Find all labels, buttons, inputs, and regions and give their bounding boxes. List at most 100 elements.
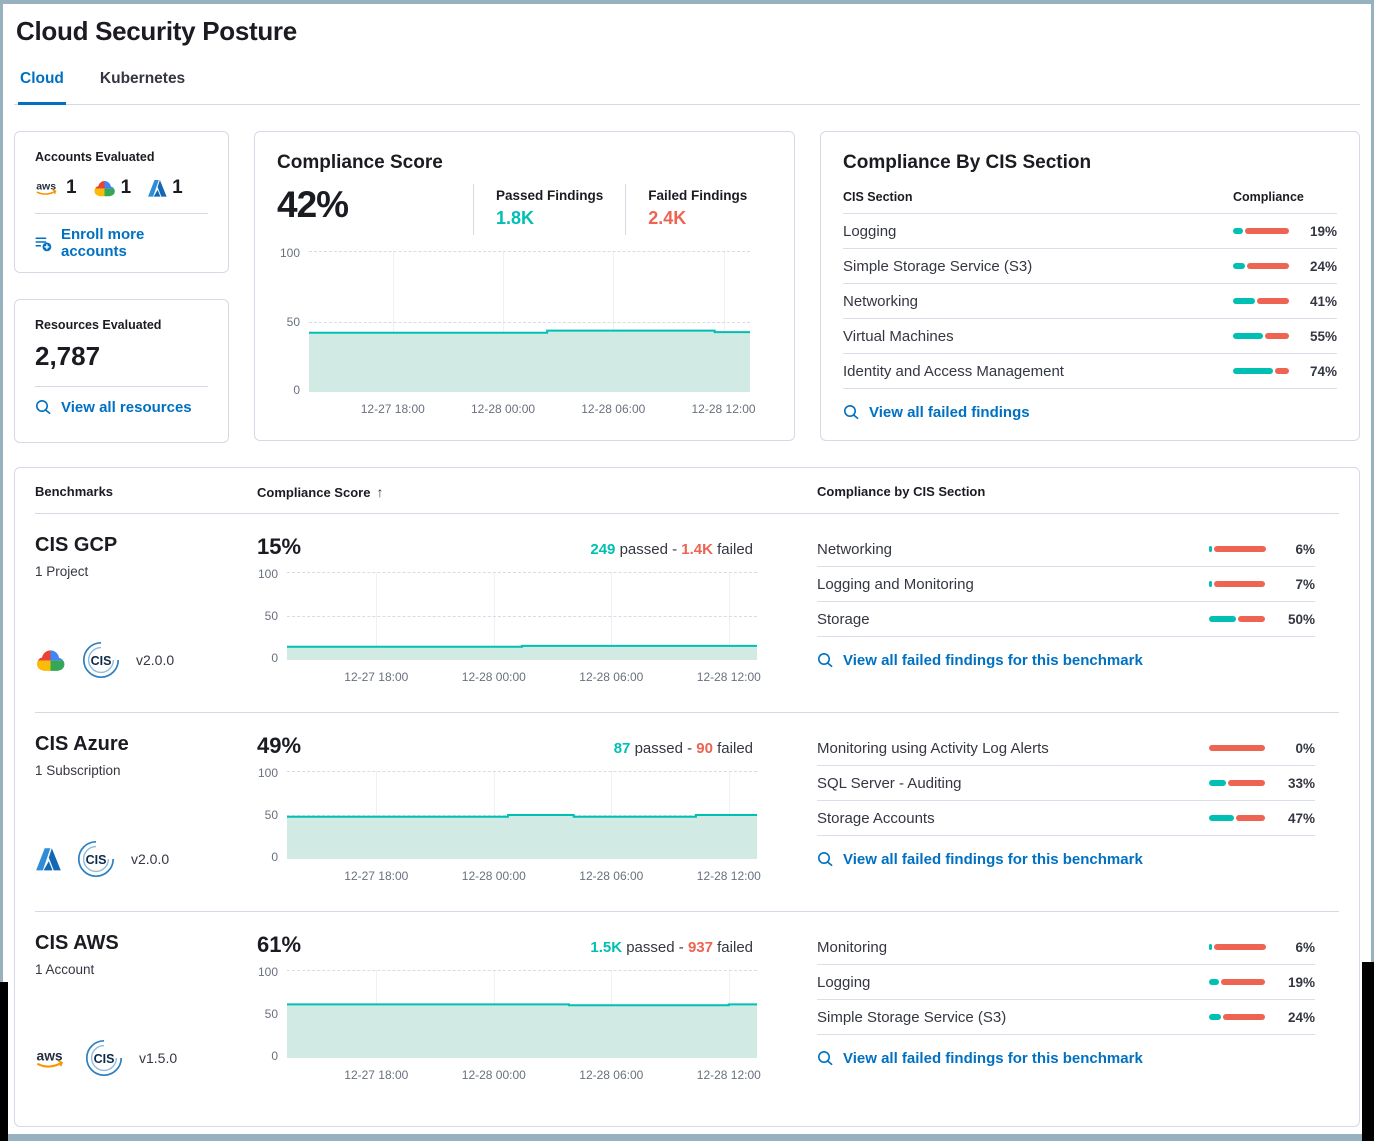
failed-findings-label: Failed Findings <box>648 188 748 203</box>
page-title: Cloud Security Posture <box>16 16 297 46</box>
screen-artifact-right <box>1362 962 1374 1141</box>
enroll-more-accounts-link[interactable]: Enroll more accounts <box>35 226 208 260</box>
compliance-percent: 19% <box>1309 223 1337 239</box>
view-failed-findings-benchmark-link[interactable]: View all failed findings for this benchm… <box>817 851 1143 868</box>
cis-section-row: Storage Accounts 47% <box>817 801 1315 836</box>
failed-count[interactable]: 937 <box>687 939 713 956</box>
aws-icon: aws <box>35 1048 69 1069</box>
passed-count[interactable]: 249 <box>590 541 616 558</box>
benchmark-score-cell: 61% 1.5K passed - 937 failed 100 50 0 12-2… <box>257 932 805 1084</box>
x-axis-label: 12-27 18:00 <box>344 1068 409 1082</box>
compliance-bar <box>1233 333 1289 339</box>
benchmark-row: CIS Azure 1 Subscription CIS v2.0.0 49% … <box>35 712 1339 911</box>
column-compliance-by-cis-section: Compliance by CIS Section <box>817 484 986 499</box>
passed-findings-stat: Passed Findings 1.8K <box>473 184 603 235</box>
x-axis-label: 12-28 06:00 <box>579 869 644 883</box>
compliance-bar-failed <box>1275 368 1289 374</box>
compliance-percent: 47% <box>1287 810 1315 826</box>
failed-count[interactable]: 90 <box>696 740 713 757</box>
x-axis-label: 12-28 06:00 <box>581 402 646 416</box>
tab-cloud[interactable]: Cloud <box>18 70 66 105</box>
benchmark-score: 61% <box>257 932 302 957</box>
cis-logo-icon: CIS <box>84 1038 124 1078</box>
benchmarks-table-header: Benchmarks Compliance Score ↑ Compliance … <box>35 468 1339 514</box>
compliance-bar-passed <box>1209 979 1219 985</box>
trend-plot: 100 50 0 <box>258 966 757 1062</box>
magnifier-icon <box>843 404 860 421</box>
resources-card-title: Resources Evaluated <box>35 318 162 332</box>
compliance-bar <box>1233 263 1289 269</box>
benchmark-row: CIS AWS 1 Account aws CIS v1.5.0 61% 1.5… <box>35 911 1339 1126</box>
passed-failed-summary: 1.5K passed - 937 failed <box>590 939 753 956</box>
compliance-score-title: Compliance Score <box>277 152 443 173</box>
provider-gcp: 1 <box>93 177 131 199</box>
benchmark-version: v1.5.0 <box>139 1050 178 1066</box>
compliance-score-trend-chart: 100 50 0 12-27 18:00 12-28 00:00 12-28 06:00… <box>280 247 756 416</box>
accounts-evaluated-card: Accounts Evaluated aws 1 1 1 Enroll more ac… <box>14 131 229 273</box>
x-axis-label: 12-28 00:00 <box>461 1068 526 1082</box>
failed-findings-value[interactable]: 2.4K <box>648 208 687 228</box>
x-axis-label: 12-28 12:00 <box>691 402 756 416</box>
compliance-bar <box>1233 228 1289 234</box>
passed-failed-summary: 87 passed - 90 failed <box>613 740 753 757</box>
compliance-bar <box>1209 815 1265 821</box>
compliance-percent: 41% <box>1309 293 1337 309</box>
failed-count[interactable]: 1.4K <box>681 541 713 558</box>
benchmark-subtitle: 1 Account <box>35 962 95 977</box>
view-all-resources-link[interactable]: View all resources <box>35 399 192 416</box>
cis-section-row: Virtual Machines 55% <box>843 319 1337 354</box>
passed-count[interactable]: 1.5K <box>590 939 623 956</box>
view-all-failed-findings-link[interactable]: View all failed findings <box>843 404 1030 421</box>
magnifier-icon <box>817 851 834 868</box>
cis-section-row: Storage 50% <box>817 602 1315 637</box>
compliance-bar <box>1233 298 1289 304</box>
column-compliance-score-sort[interactable]: Compliance Score ↑ <box>257 484 384 500</box>
benchmark-name: CIS Azure <box>35 733 129 755</box>
cis-section-label: Logging <box>817 973 871 991</box>
gcp-icon <box>35 648 66 673</box>
cis-section-label: SQL Server - Auditing <box>817 774 962 792</box>
y-axis-label: 0 <box>271 651 278 665</box>
azure-icon <box>147 179 167 197</box>
provider-count: 1 <box>66 177 77 198</box>
compliance-percent: 0% <box>1295 740 1315 756</box>
compliance-bar-failed <box>1228 780 1265 786</box>
x-axis-label: 12-28 06:00 <box>579 670 644 684</box>
tab-bar: Cloud Kubernetes <box>14 70 1360 105</box>
horizontal-grid-line <box>309 321 750 323</box>
horizontal-grid-line <box>287 771 757 772</box>
compliance-bar-failed <box>1236 815 1265 821</box>
compliance-bar-failed <box>1209 745 1265 751</box>
enroll-accounts-icon <box>35 235 52 252</box>
cis-section-label: Simple Storage Service (S3) <box>817 1008 1007 1026</box>
view-failed-findings-benchmark-link[interactable]: View all failed findings for this benchm… <box>817 652 1143 669</box>
cis-table-rows: Logging 19% Simple Storage Service (S3) … <box>843 214 1337 389</box>
y-axis-label: 50 <box>264 609 278 623</box>
tab-kubernetes[interactable]: Kubernetes <box>99 70 186 87</box>
failed-findings-stat: Failed Findings 2.4K <box>625 184 747 235</box>
trend-plot: 100 50 0 <box>258 767 757 863</box>
benchmark-row: CIS GCP 1 Project CIS v2.0.0 15% 249 pas… <box>35 514 1339 712</box>
benchmark-trend-chart: 100 50 0 12-27 18:00 12-28 00:00 12-28 06:00… <box>258 966 761 1082</box>
cis-section-label: Logging <box>843 222 897 240</box>
benchmark-info: CIS Azure 1 Subscription CIS v2.0.0 <box>35 733 257 885</box>
passed-findings-value[interactable]: 1.8K <box>496 208 535 228</box>
cis-section-label: Networking <box>817 540 893 558</box>
compliance-bar-passed <box>1209 546 1212 552</box>
view-failed-findings-benchmark-link[interactable]: View all failed findings for this benchm… <box>817 1050 1143 1067</box>
benchmark-icons: aws CIS v1.5.0 <box>35 1038 257 1084</box>
benchmark-subtitle: 1 Subscription <box>35 763 121 778</box>
cis-section-column-header: CIS Section <box>843 190 913 204</box>
summary-row: Accounts Evaluated aws 1 1 1 Enroll more ac… <box>14 131 1360 443</box>
passed-count[interactable]: 87 <box>613 740 631 757</box>
compliance-bar <box>1209 616 1265 622</box>
compliance-bar-passed <box>1233 368 1274 374</box>
horizontal-grid-line <box>287 970 757 971</box>
compliance-score-card: Compliance Score 42% Passed Findings 1.8… <box>254 131 795 441</box>
benchmark-sections-cell: Networking 6% Logging and Monitoring 7% … <box>805 534 1339 686</box>
resources-evaluated-card: Resources Evaluated 2,787 View all resou… <box>14 299 229 443</box>
compliance-bar-failed <box>1214 546 1266 552</box>
compliance-percent: 24% <box>1287 1009 1315 1025</box>
benchmark-section-rows: Monitoring 6% Logging 19% Simple Storage… <box>817 930 1315 1035</box>
cis-section-row: SQL Server - Auditing 33% <box>817 766 1315 801</box>
